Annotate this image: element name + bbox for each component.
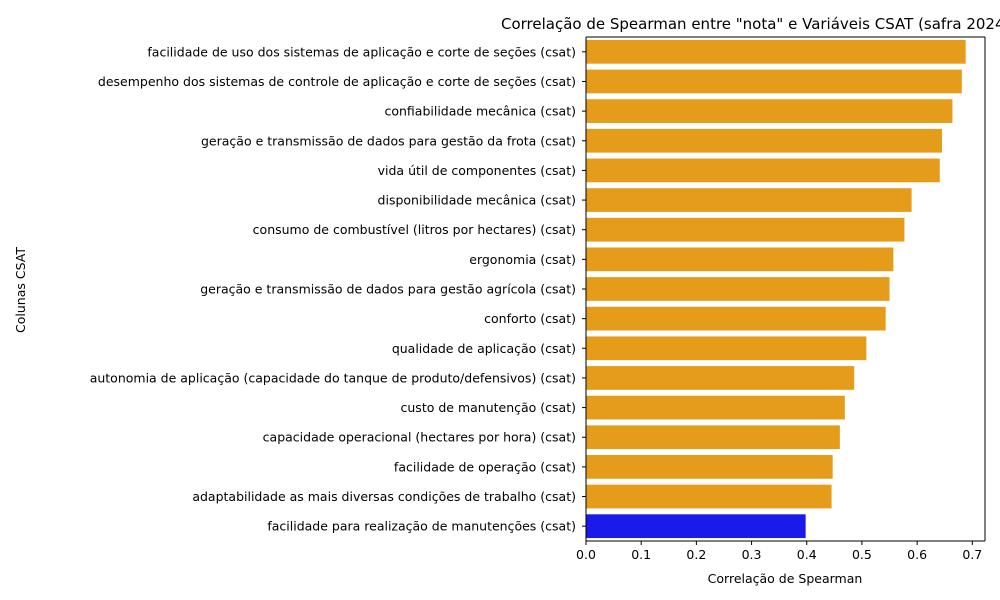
- x-tick-label: 0.5: [852, 547, 872, 562]
- chart-title: Correlação de Spearman entre "nota" e Va…: [501, 15, 1000, 33]
- x-tick-label: 0.4: [797, 547, 817, 562]
- bar-9: [586, 306, 886, 331]
- y-tick-label: autonomia de aplicação (capacidade do ta…: [90, 370, 576, 385]
- bar-16: [586, 514, 806, 539]
- bar-14: [586, 455, 833, 479]
- x-tick-label: 0.1: [631, 547, 651, 562]
- y-tick-label: geração e transmissão de dados para gest…: [200, 282, 576, 297]
- y-tick-label: capacidade operacional (hectares por hor…: [263, 430, 576, 445]
- y-tick-label: facilidade para realização de manutençõe…: [267, 519, 576, 534]
- x-tick-label: 0.7: [962, 547, 982, 562]
- y-tick-label: confiabilidade mecânica (csat): [384, 104, 576, 119]
- y-tick-label: facilidade de uso dos sistemas de aplica…: [147, 44, 576, 59]
- y-tick-label: custo de manutenção (csat): [401, 400, 576, 415]
- bar-10: [586, 336, 867, 361]
- y-tick-labels: facilidade de uso dos sistemas de aplica…: [90, 44, 586, 534]
- x-tick-label: 0.0: [576, 547, 596, 562]
- bar-15: [586, 484, 832, 509]
- bar-7: [586, 247, 894, 272]
- y-axis-label: Colunas CSAT: [13, 247, 28, 333]
- bar-4: [586, 158, 940, 183]
- y-tick-label: ergonomia (csat): [469, 252, 576, 267]
- x-ticks: 0.0 0.1 0.2 0.3 0.4 0.5 0.6 0.7: [576, 541, 982, 562]
- bar-3: [586, 128, 942, 153]
- y-tick-label: conforto (csat): [484, 311, 576, 326]
- bar-0: [586, 39, 966, 64]
- bar-1: [586, 69, 962, 94]
- y-tick-label: desempenho dos sistemas de controle de a…: [98, 74, 576, 89]
- x-axis-label: Correlação de Spearman: [708, 571, 863, 586]
- y-tick-label: disponibilidade mecânica (csat): [378, 193, 576, 208]
- bar-11: [586, 366, 855, 390]
- bar-13: [586, 425, 840, 450]
- y-tick-label: consumo de combustível (litros por hecta…: [253, 222, 576, 237]
- bar-5: [586, 188, 912, 212]
- x-tick-label: 0.6: [907, 547, 927, 562]
- bar-12: [586, 395, 845, 420]
- bars-group: [586, 39, 966, 539]
- x-tick-label: 0.3: [742, 547, 762, 562]
- y-tick-label: vida útil de componentes (csat): [378, 163, 576, 178]
- y-tick-label: geração e transmissão de dados para gest…: [201, 133, 576, 148]
- y-tick-label: adaptabilidade as mais diversas condiçõe…: [192, 489, 576, 504]
- bar-8: [586, 277, 890, 301]
- x-tick-label: 0.2: [686, 547, 706, 562]
- y-tick-label: facilidade de operação (csat): [394, 459, 576, 474]
- bar-6: [586, 217, 905, 242]
- bar-2: [586, 99, 953, 123]
- y-tick-label: qualidade de aplicação (csat): [392, 341, 576, 356]
